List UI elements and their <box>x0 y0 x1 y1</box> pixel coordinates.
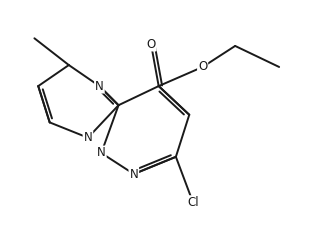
Text: N: N <box>97 147 106 160</box>
Text: N: N <box>84 131 92 144</box>
Text: N: N <box>95 80 104 93</box>
Text: N: N <box>129 167 138 181</box>
Text: Cl: Cl <box>187 196 199 209</box>
Text: O: O <box>198 60 207 74</box>
Text: O: O <box>146 38 156 51</box>
